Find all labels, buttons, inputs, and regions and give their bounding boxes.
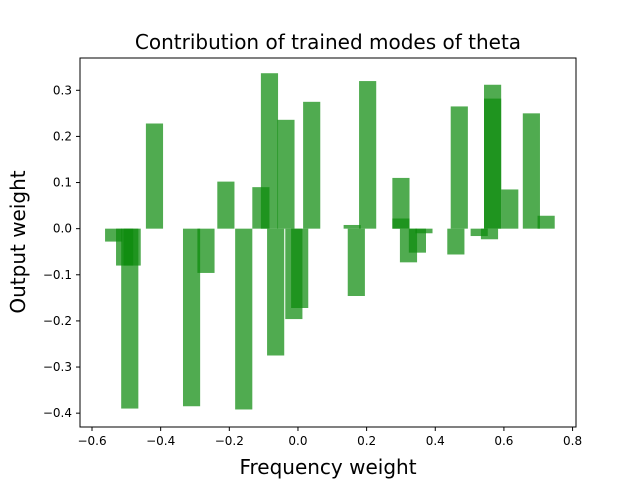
bar [303, 101, 321, 229]
bar [217, 181, 235, 229]
y-tick-label: 0.2 [53, 129, 72, 143]
bar [277, 119, 295, 229]
y-tick-label: 0.3 [53, 83, 72, 97]
bar [537, 215, 555, 229]
bar [291, 228, 309, 308]
bar [359, 81, 377, 229]
bar [260, 73, 279, 229]
bar [501, 189, 519, 229]
bar [145, 123, 164, 229]
x-axis-label: Frequency weight [239, 455, 416, 479]
plot-frame [79, 57, 577, 428]
y-tick-label: 0.1 [53, 176, 72, 190]
y-tick-label: −0.3 [43, 360, 72, 374]
x-tick-label: −0.6 [77, 434, 106, 448]
x-tick-label: 0.4 [426, 434, 445, 448]
x-tick-label: 0.0 [288, 434, 307, 448]
bar [447, 228, 465, 255]
x-tick-label: 0.2 [357, 434, 376, 448]
chart-title: Contribution of trained modes of theta [135, 30, 521, 54]
bar [392, 177, 410, 229]
bar [182, 228, 201, 407]
bar [121, 228, 139, 409]
bar [235, 228, 253, 410]
y-tick-label: −0.1 [43, 268, 72, 282]
bar [480, 228, 499, 240]
y-axis: −0.4 −0.3 −0.2 −0.1 0.0 0.1 0.2 0.3 [43, 83, 80, 420]
bar [408, 228, 426, 253]
x-tick-label: −0.4 [146, 434, 175, 448]
y-tick-label: −0.2 [43, 314, 72, 328]
y-tick-label: −0.4 [43, 406, 72, 420]
bar [415, 228, 433, 234]
bar [470, 228, 488, 237]
x-tick-label: 0.8 [563, 434, 582, 448]
x-tick-label: −0.2 [215, 434, 244, 448]
bar [392, 218, 410, 229]
x-axis: −0.6 −0.4 −0.2 0.0 0.2 0.4 0.6 0.8 [77, 427, 582, 448]
bar [522, 113, 540, 229]
bar [343, 224, 361, 229]
y-axis-label: Output weight [6, 170, 30, 313]
y-tick-label: 0.0 [53, 222, 72, 236]
bar [267, 228, 285, 356]
bars-group [105, 73, 555, 410]
bar [347, 228, 365, 296]
bar [484, 98, 502, 229]
bar [197, 228, 215, 273]
bar [450, 106, 468, 229]
x-tick-label: 0.6 [494, 434, 513, 448]
